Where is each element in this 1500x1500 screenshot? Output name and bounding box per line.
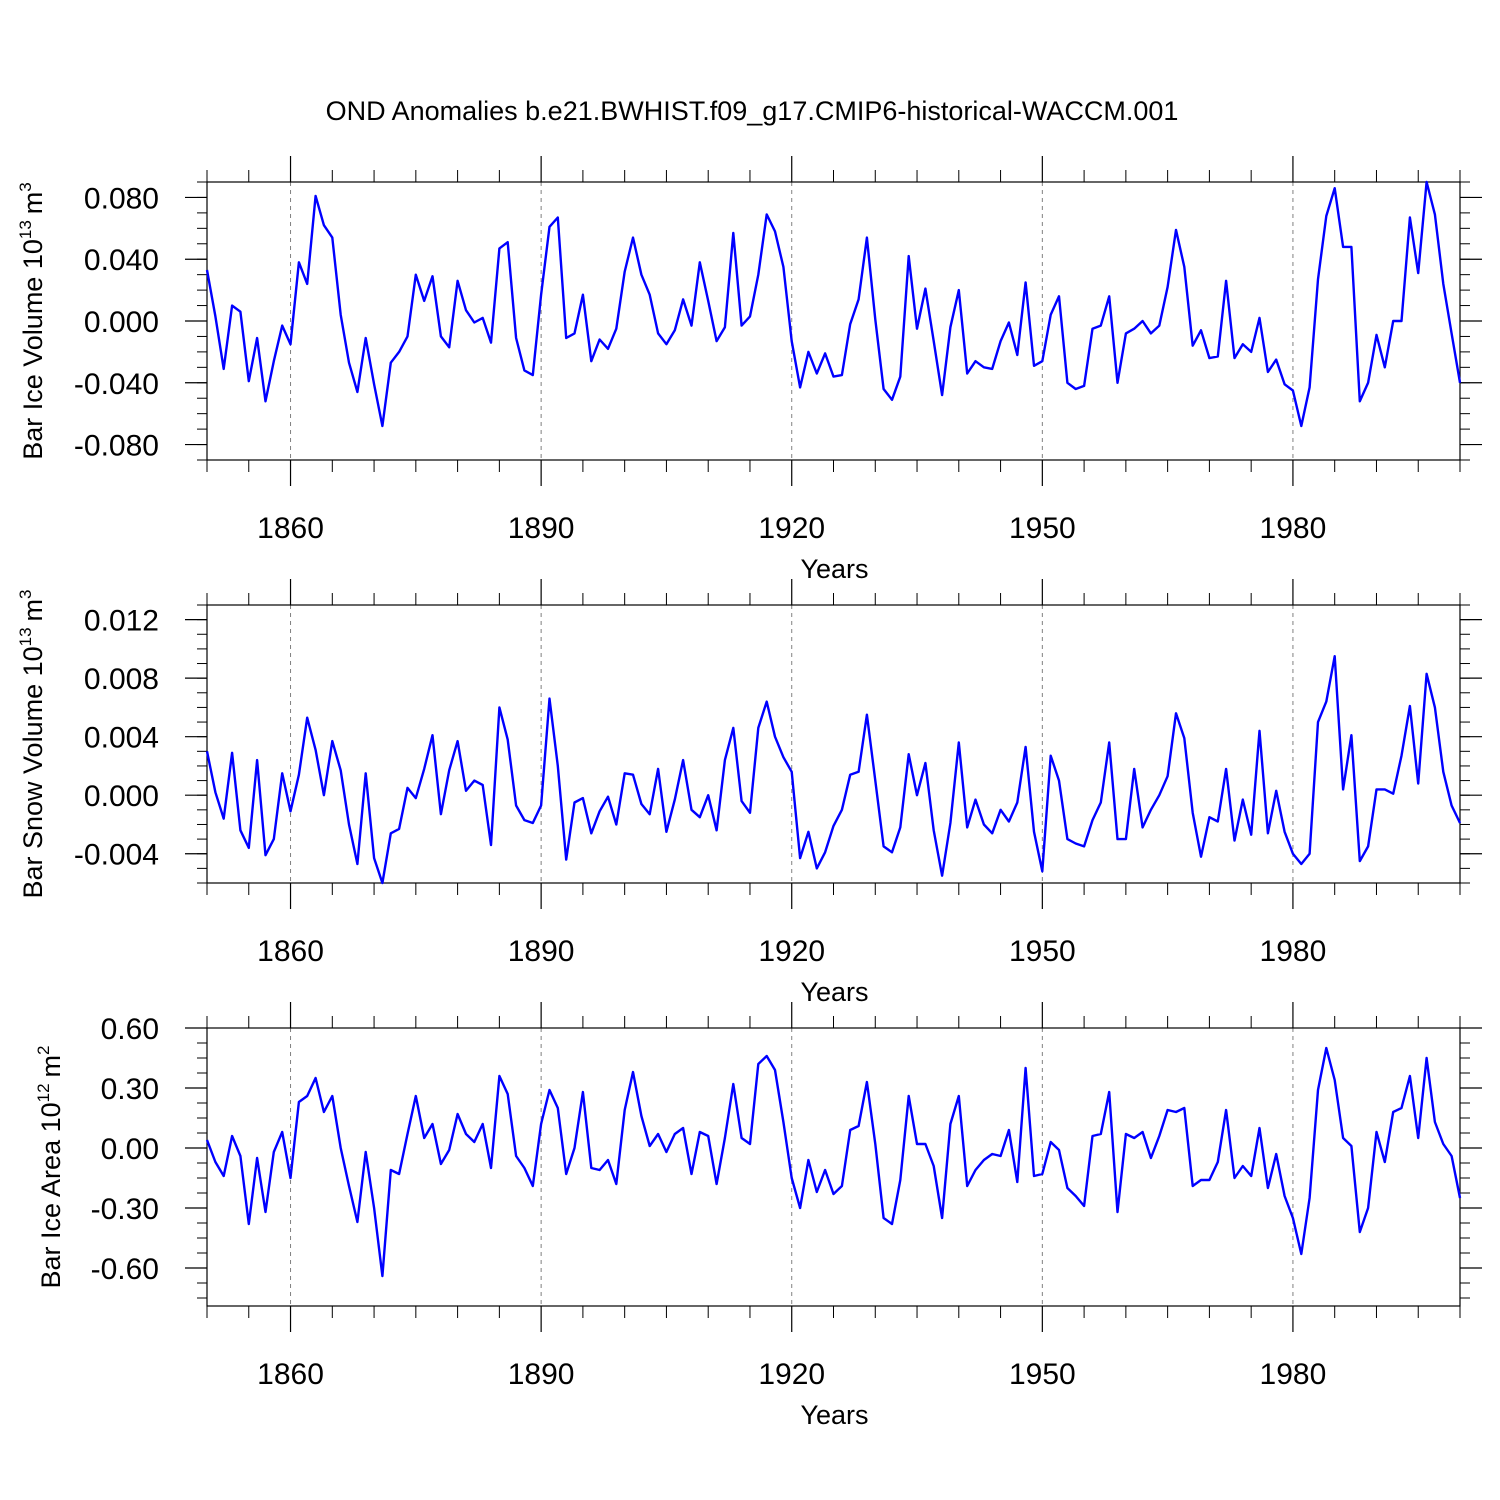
y-axis-label: Bar Snow Volume 1013 m3 bbox=[16, 589, 48, 898]
y-axis-label-unit: m bbox=[36, 1055, 66, 1078]
x-axis-label: Years bbox=[800, 1400, 868, 1430]
panel-bar-ice-area: 1860 1890 1920 1950 1980 -0.60 -0.30 0.00 0.30 0.… bbox=[34, 1002, 1482, 1430]
x-tick-label: 1920 bbox=[758, 1358, 825, 1391]
y-tick-label: -0.60 bbox=[91, 1253, 159, 1286]
panel-bar-ice-volume: 1860 1890 1920 1950 1980 -0.080 -0.040 0.000 0.0… bbox=[16, 156, 1482, 584]
y-tick-label: -0.30 bbox=[91, 1193, 159, 1226]
x-tick-label: 1860 bbox=[257, 1358, 324, 1391]
x-axis-label: Years bbox=[800, 554, 868, 584]
panels: 1860 1890 1920 1950 1980 -0.080 -0.040 0.000 0.0… bbox=[16, 156, 1482, 1430]
x-tick-label: 1920 bbox=[758, 935, 825, 968]
x-tick-label: 1980 bbox=[1260, 1358, 1327, 1391]
y-axis-label: Bar Ice Area 1012 m2 bbox=[34, 1045, 66, 1288]
y-tick-label: 0.30 bbox=[101, 1073, 159, 1106]
x-tick-label: 1860 bbox=[257, 512, 324, 545]
y-axis-label-text: Bar Ice Volume 10 bbox=[18, 239, 48, 460]
y-axis-label-text: Bar Ice Area 10 bbox=[36, 1102, 66, 1288]
y-axis-label-exponent: 13 bbox=[16, 627, 35, 646]
y-tick-label: 0.004 bbox=[84, 722, 159, 755]
y-axis-label-unit-exponent: 3 bbox=[16, 589, 35, 598]
x-tick-label: 1920 bbox=[758, 512, 825, 545]
series-line-bar-ice-volume bbox=[205, 180, 1462, 428]
y-axis-label-unit-exponent: 2 bbox=[34, 1045, 53, 1054]
y-axis-label-text: Bar Snow Volume 10 bbox=[18, 646, 48, 898]
x-tick-label: 1950 bbox=[1009, 1358, 1076, 1391]
y-tick-label: 0.000 bbox=[84, 306, 159, 339]
x-tick-label: 1860 bbox=[257, 935, 324, 968]
x-tick-label: 1890 bbox=[508, 1358, 575, 1391]
x-tick-label: 1890 bbox=[508, 512, 575, 545]
x-tick-label: 1980 bbox=[1260, 512, 1327, 545]
y-axis-label-exponent: 13 bbox=[16, 220, 35, 239]
y-axis-label-unit: m bbox=[18, 192, 48, 215]
y-tick-label: -0.040 bbox=[74, 368, 159, 401]
y-tick-label: 0.000 bbox=[84, 780, 159, 813]
x-axis-label: Years bbox=[800, 977, 868, 1007]
y-tick-label: 0.008 bbox=[84, 663, 159, 696]
y-axis-label-exponent: 12 bbox=[34, 1083, 53, 1102]
y-axis-label-unit-exponent: 3 bbox=[16, 182, 35, 191]
chart-title: OND Anomalies b.e21.BWHIST.f09_g17.CMIP6… bbox=[326, 96, 1179, 126]
x-tick-label: 1980 bbox=[1260, 935, 1327, 968]
y-tick-label: 0.60 bbox=[101, 1013, 159, 1046]
y-tick-label: 0.012 bbox=[84, 605, 159, 638]
panel-bar-snow-volume: 1860 1890 1920 1950 1980 -0.004 0.000 0.004 0.00… bbox=[16, 579, 1482, 1007]
y-axis-label: Bar Ice Volume 1013 m3 bbox=[16, 182, 48, 460]
y-axis-label-unit: m bbox=[18, 599, 48, 622]
y-tick-label: 0.040 bbox=[84, 244, 159, 277]
x-tick-label: 1950 bbox=[1009, 512, 1076, 545]
x-tick-label: 1950 bbox=[1009, 935, 1076, 968]
y-tick-label: 0.080 bbox=[84, 182, 159, 215]
y-tick-label: -0.004 bbox=[74, 839, 159, 872]
series-line-bar-ice-area bbox=[205, 1046, 1462, 1278]
y-tick-label: 0.00 bbox=[101, 1133, 159, 1166]
y-tick-label: -0.080 bbox=[74, 430, 159, 463]
series-line-bar-snow-volume bbox=[205, 655, 1462, 885]
x-tick-label: 1890 bbox=[508, 935, 575, 968]
